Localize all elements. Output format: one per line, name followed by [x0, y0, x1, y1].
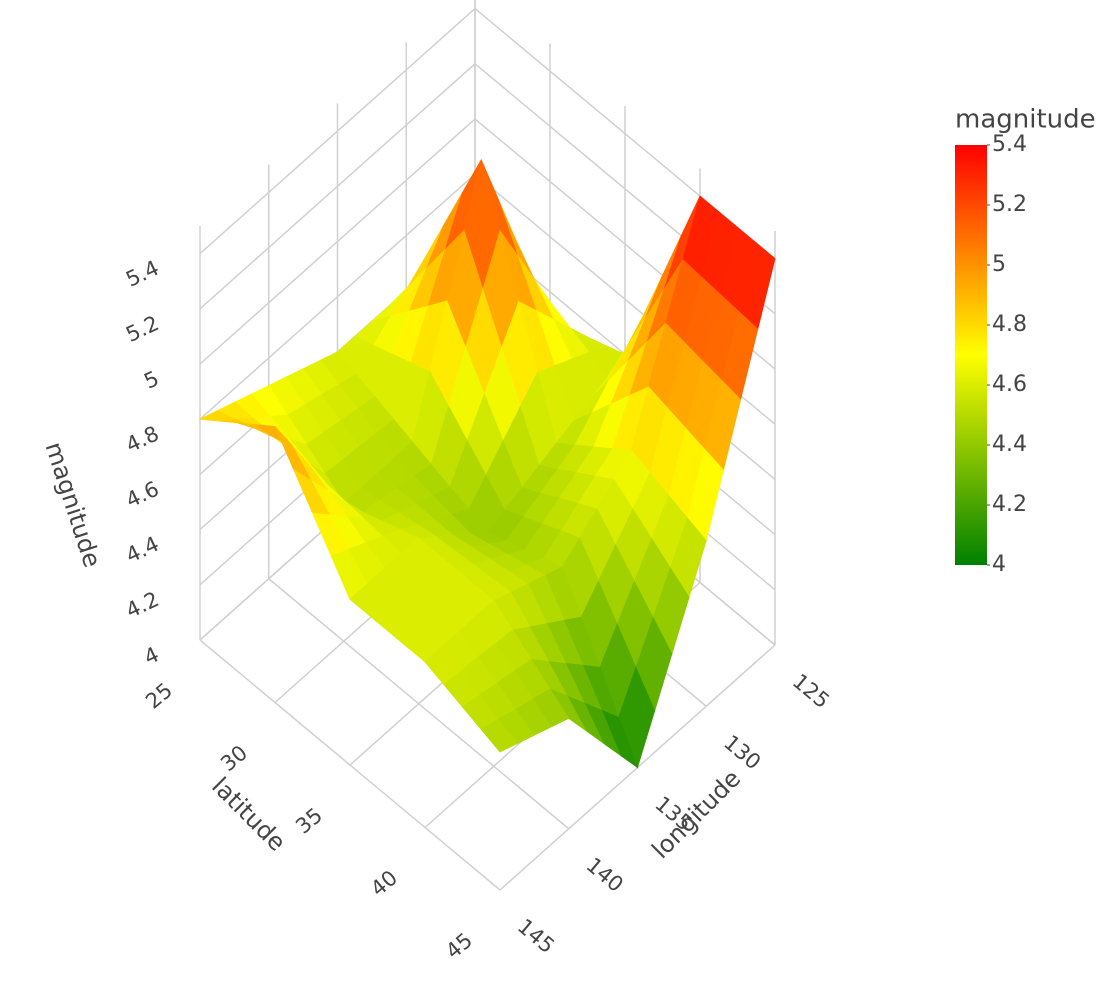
z-tick-label: 5.2	[122, 311, 162, 347]
z-tick-label: 4.4	[122, 532, 162, 568]
colorbar-tick-label: 4	[992, 552, 1006, 577]
z-tick-label: 5	[140, 366, 162, 393]
y-tick-label: 140	[582, 853, 628, 897]
y-tick-label: 145	[513, 914, 559, 958]
x-axis-title: latitude	[206, 772, 291, 857]
z-tick-label: 4.8	[122, 421, 162, 457]
y-grid-line	[199, 639, 501, 891]
colorbar-tick-label: 4.8	[992, 312, 1027, 337]
surface	[198, 159, 776, 769]
x-tick-label: 25	[141, 678, 177, 714]
z-tick-label: 5.4	[122, 256, 162, 292]
y-grid-line	[268, 578, 570, 830]
colorbar-tick-label: 5	[992, 252, 1006, 277]
x-tick-label: 40	[366, 866, 402, 902]
colorbar-tick-label: 5.2	[992, 192, 1027, 217]
z-tick-label: 4.2	[122, 587, 162, 623]
colorbar-tick-label: 4.6	[992, 372, 1027, 397]
x-tick-label: 35	[291, 803, 327, 839]
y-tick-label: 125	[788, 669, 834, 713]
colorbar	[955, 145, 987, 565]
colorbar-tick-label: 4.4	[992, 432, 1027, 457]
z-axis-title: magnitude	[40, 439, 107, 571]
colorbar-tick-label: 5.4	[992, 132, 1027, 157]
colorbar-tick-label: 4.2	[992, 492, 1027, 517]
surface-patch	[480, 718, 518, 753]
x-tick-label: 45	[441, 928, 477, 964]
z-tick-label: 4	[140, 642, 162, 669]
z-tick-label: 4.6	[122, 477, 162, 513]
colorbar-title: magnitude	[955, 105, 1096, 135]
x-tick-label: 30	[216, 741, 252, 777]
